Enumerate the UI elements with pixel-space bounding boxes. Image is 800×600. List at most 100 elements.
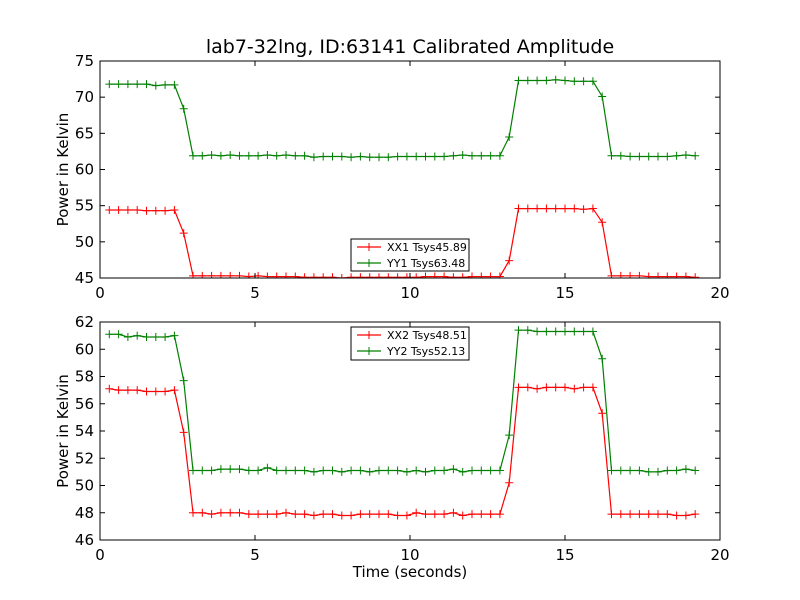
data-point (607, 271, 616, 278)
data-point (523, 76, 532, 85)
data-point (542, 204, 551, 213)
data-point (235, 508, 244, 517)
data-point (216, 271, 225, 278)
data-point (570, 204, 579, 213)
data-point (514, 204, 523, 213)
data-point (616, 510, 625, 519)
bottom-subplot: 0 5 10 15 20 46 48 50 52 54 56 58 60 62 Power in Kelvi… (54, 313, 730, 581)
data-point (356, 273, 365, 278)
data-point (151, 387, 160, 396)
data-point (672, 466, 681, 475)
data-point (151, 332, 160, 341)
data-point (226, 508, 235, 517)
data-point (105, 80, 114, 89)
data-point (384, 153, 393, 162)
data-point (161, 332, 170, 341)
legend-swatch-marker (365, 243, 373, 251)
data-point (300, 466, 309, 475)
data-point (254, 510, 263, 519)
data-point (226, 151, 235, 160)
data-point (337, 152, 346, 161)
data-point (189, 151, 197, 160)
data-point (663, 272, 672, 278)
data-point (663, 152, 672, 161)
data-point (514, 383, 523, 392)
legend-label: YY1 Tsys63.48 (386, 257, 465, 270)
data-point (161, 387, 170, 396)
data-point (291, 510, 300, 519)
data-point (458, 151, 467, 160)
data-point (607, 151, 616, 160)
y-tick-label: 62 (75, 313, 94, 331)
data-point (542, 383, 551, 392)
y-tick-label: 48 (75, 504, 94, 522)
data-point (691, 273, 700, 278)
data-point (272, 466, 281, 475)
data-point (654, 467, 662, 476)
data-point (449, 151, 458, 160)
data-point (616, 466, 625, 475)
data-point (561, 383, 569, 392)
data-point (319, 273, 328, 278)
data-point (319, 152, 328, 161)
data-point (468, 272, 476, 278)
top-subplot: 0 5 10 15 20 45 50 55 60 65 70 75 Power in Kelvin XX1… (54, 52, 730, 302)
data-point (672, 511, 681, 520)
series-line-xx (109, 207, 696, 278)
y-tick-label: 70 (75, 88, 94, 106)
data-point (384, 466, 393, 475)
data-point (533, 204, 542, 213)
data-point (272, 510, 281, 519)
data-point (551, 204, 560, 213)
data-point (142, 206, 151, 215)
data-point (105, 330, 114, 339)
legend: XX2 Tsys48.51 YY2 Tsys52.13 (350, 326, 470, 361)
data-point (142, 387, 151, 396)
legend: XX1 Tsys45.89 YY1 Tsys63.48 (350, 238, 470, 272)
data-point (133, 206, 142, 215)
data-point (505, 256, 514, 265)
data-point (216, 465, 225, 474)
x-tick-label: 15 (555, 284, 574, 302)
data-point (356, 152, 365, 161)
data-point (495, 272, 504, 278)
data-point (235, 271, 244, 278)
data-point (272, 151, 281, 160)
data-point (263, 510, 272, 519)
data-point (291, 272, 300, 278)
y-tick-label: 45 (75, 269, 94, 287)
data-point (598, 92, 607, 101)
data-point (626, 152, 635, 161)
data-point (161, 206, 170, 215)
x-axis-label: Time (seconds) (352, 563, 468, 581)
data-point (663, 510, 672, 519)
data-point (672, 151, 681, 160)
data-point (114, 206, 123, 215)
data-point (449, 465, 458, 474)
data-point (105, 206, 114, 215)
data-point (486, 466, 495, 475)
data-point (505, 431, 514, 440)
data-point (142, 332, 151, 341)
data-point (393, 511, 402, 520)
data-point (412, 273, 421, 278)
data-point (607, 510, 616, 519)
data-point (216, 151, 225, 160)
data-point (430, 466, 439, 475)
data-point (123, 80, 132, 89)
y-tick-label: 60 (75, 340, 94, 358)
data-point (170, 80, 179, 89)
data-point (328, 510, 337, 519)
data-point (309, 273, 318, 278)
data-point (207, 466, 216, 475)
data-point (486, 151, 495, 160)
data-point (468, 466, 476, 475)
data-point (616, 151, 625, 160)
data-point (412, 508, 421, 517)
x-tick-label: 0 (95, 546, 105, 564)
series-line-xx (109, 386, 696, 517)
data-point (421, 467, 430, 476)
y-axis-label: Power in Kelvin (54, 113, 72, 227)
